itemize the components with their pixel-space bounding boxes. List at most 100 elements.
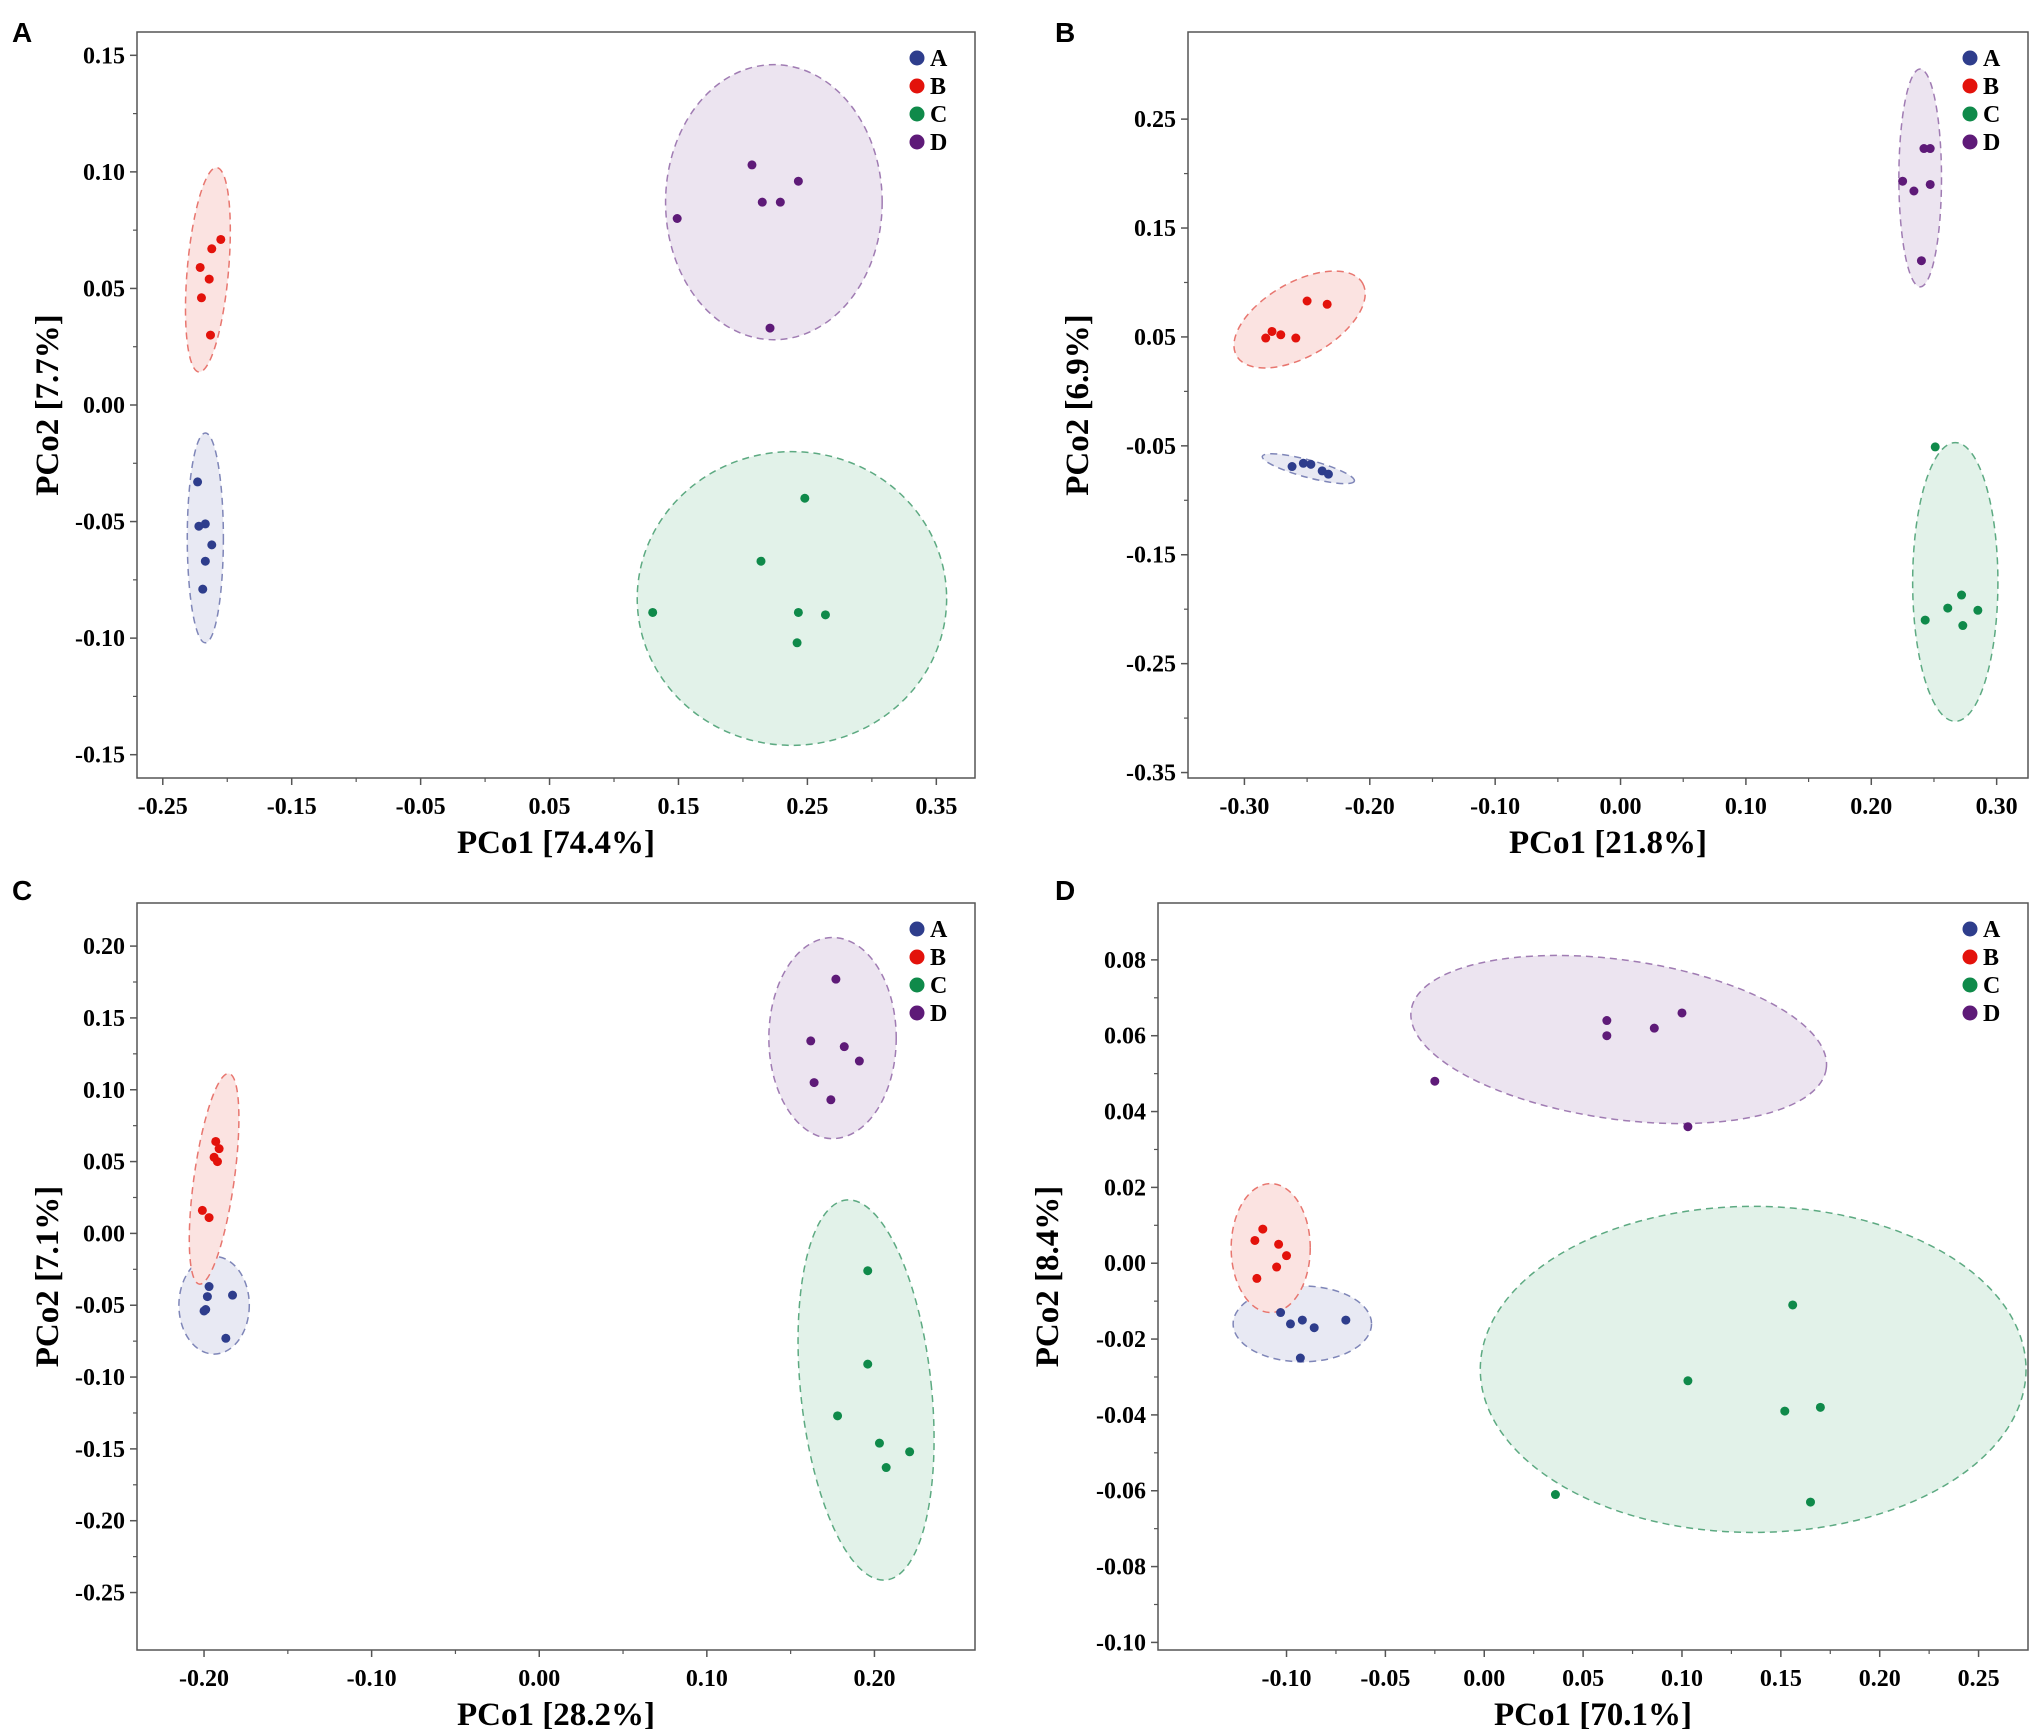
legend-marker-c [1962, 106, 1978, 122]
panel-b: B -0.30 -0.20 -0.10 0.00 0.10 0.20 0.30 -0.35 -0.… [1055, 17, 2029, 861]
data-point-a [201, 1305, 211, 1315]
data-point-a [221, 1333, 231, 1343]
x-tick-label: -0.20 [1345, 794, 1395, 820]
y-tick-label: -0.10 [75, 1365, 125, 1391]
data-point-d [1683, 1122, 1693, 1132]
data-point-a [1298, 458, 1308, 468]
y-tick-label: -0.15 [75, 743, 125, 769]
data-point-a [200, 519, 210, 529]
confidence-ellipse-c [1479, 1205, 2027, 1534]
y-tick-label: 0.05 [83, 1150, 125, 1176]
y-tick-label: -0.10 [75, 626, 125, 652]
confidence-ellipse-a [186, 432, 225, 644]
y-tick-label: 0.20 [83, 934, 125, 960]
legend-label-d: D [930, 1001, 947, 1027]
y-tick-label: -0.05 [1126, 434, 1176, 460]
data-point-d [793, 176, 803, 186]
x-tick-label: -0.05 [1360, 1666, 1410, 1692]
data-point-d [1898, 176, 1908, 186]
x-tick-label: 0.15 [657, 794, 699, 820]
y-tick-label: -0.05 [75, 1293, 125, 1319]
legend-marker-b [909, 78, 925, 94]
data-point-d [757, 197, 767, 207]
legend-label-a: A [1983, 917, 2001, 943]
data-point-c [1973, 605, 1983, 615]
plot-frame [136, 902, 976, 1651]
data-point-b [1302, 296, 1312, 306]
x-tick-label: 0.00 [518, 1666, 560, 1692]
y-tick-label: -0.25 [75, 1581, 125, 1607]
data-point-c [1683, 1376, 1693, 1386]
y-tick-label: 0.15 [83, 43, 125, 69]
y-axis-label: PCo2 [8.4%] [1030, 1186, 1066, 1367]
confidence-ellipse-b [184, 166, 232, 373]
x-tick-label: -0.30 [1219, 794, 1269, 820]
data-point-a [198, 584, 208, 594]
data-point-b [1322, 299, 1332, 309]
x-tick-label: 0.05 [529, 794, 571, 820]
data-point-a [207, 540, 217, 550]
legend-label-b: B [1983, 74, 1999, 100]
legend-label-d: D [1983, 1001, 2000, 1027]
x-tick-label: 0.10 [1661, 1666, 1703, 1692]
legend-marker-d [1962, 134, 1978, 150]
x-axis-label: PCo1 [28.2%] [457, 1697, 655, 1729]
y-tick-label: 0.05 [83, 276, 125, 302]
legend-label-d: D [930, 130, 947, 156]
data-point-c [1957, 590, 1967, 600]
data-point-c [1780, 1406, 1790, 1416]
data-point-c [833, 1411, 843, 1421]
panel-d: D -0.10 -0.05 0.00 0.05 0.10 0.15 0.20 0.25 -0.10… [1030, 875, 2029, 1729]
data-point-c [1815, 1402, 1825, 1412]
data-point-b [211, 1136, 221, 1146]
legend-marker-c [909, 977, 925, 993]
data-point-c [863, 1359, 873, 1369]
legend-label-d: D [1983, 130, 2000, 156]
legend-label-a: A [1983, 46, 2001, 72]
data-point-b [197, 1205, 207, 1215]
y-tick-label: 0.10 [83, 160, 125, 186]
data-point-a [204, 1282, 214, 1292]
data-point-a [1323, 469, 1333, 479]
legend-marker-a [1962, 921, 1978, 937]
data-point-a [1295, 1353, 1305, 1363]
y-tick-label: -0.25 [1126, 652, 1176, 678]
y-tick-label: -0.35 [1126, 761, 1176, 787]
data-point-b [1274, 1239, 1284, 1249]
data-point-d [1925, 144, 1935, 154]
y-tick-label: 0.05 [1134, 325, 1176, 351]
data-point-d [747, 160, 757, 170]
confidence-ellipse-b [188, 1072, 240, 1285]
data-point-a [1285, 1319, 1295, 1329]
confidence-ellipse-d [1410, 954, 1828, 1125]
y-tick-label: 0.10 [83, 1078, 125, 1104]
data-point-d [1649, 1023, 1659, 1033]
x-tick-label: 0.25 [786, 794, 828, 820]
data-point-c [863, 1266, 873, 1276]
data-point-b [216, 234, 226, 244]
data-point-d [1430, 1076, 1440, 1086]
y-tick-label: -0.08 [1096, 1555, 1146, 1581]
data-point-c [1788, 1300, 1798, 1310]
x-tick-label: 0.20 [1850, 794, 1892, 820]
data-point-b [212, 1157, 222, 1167]
legend-marker-c [1962, 977, 1978, 993]
data-point-b [214, 1144, 224, 1154]
data-point-b [195, 262, 205, 272]
data-point-a [200, 556, 210, 566]
legend-marker-a [909, 50, 925, 66]
data-point-b [1252, 1273, 1262, 1283]
legend-label-a: A [930, 46, 948, 72]
data-point-b [196, 293, 206, 303]
data-point-d [806, 1036, 816, 1046]
confidence-ellipse-a [178, 1255, 251, 1355]
legend-marker-a [909, 921, 925, 937]
panel-letter: D [1055, 875, 1075, 906]
data-point-d [1677, 1008, 1687, 1018]
data-point-a [202, 1292, 212, 1302]
legend-label-b: B [930, 74, 946, 100]
legend-marker-b [1962, 949, 1978, 965]
x-tick-label: -0.05 [396, 794, 446, 820]
y-tick-label: 0.00 [83, 1221, 125, 1247]
